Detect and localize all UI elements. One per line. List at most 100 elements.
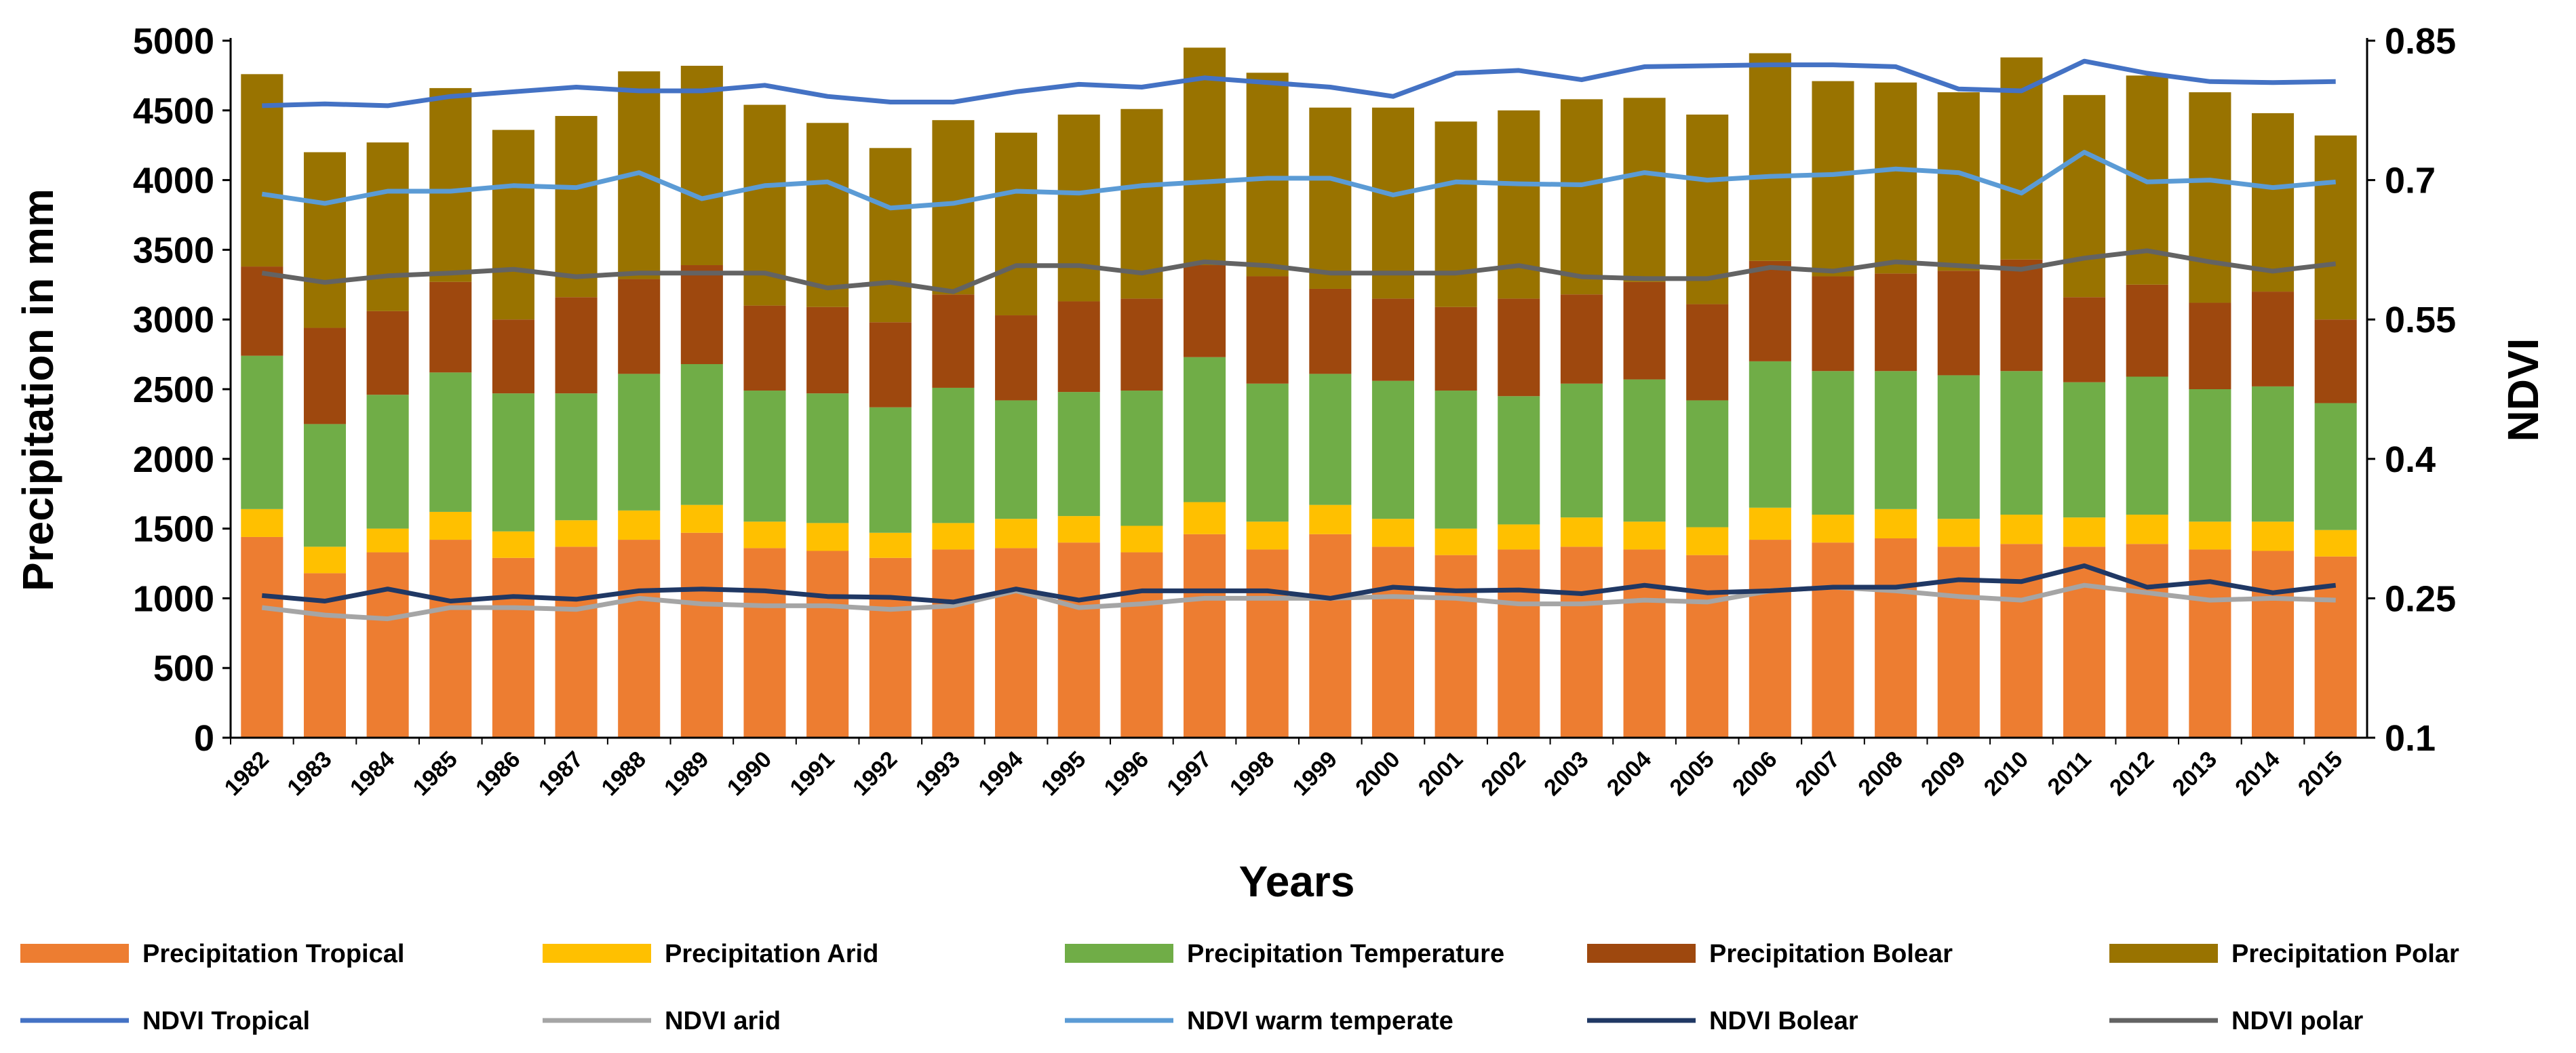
- bar-precipitation-temperature-1989: [680, 363, 723, 505]
- bar-precipitation-tropical-2009: [1937, 547, 1980, 738]
- bar-precipitation-bolear-2000: [1371, 298, 1415, 381]
- bar-precipitation-arid-1985: [429, 511, 472, 540]
- bar-precipitation-tropical-1998: [1246, 549, 1289, 738]
- y2-tick-label: 0.4: [2385, 439, 2436, 480]
- bar-precipitation-polar-1995: [1057, 114, 1100, 302]
- bar-precipitation-bolear-2004: [1623, 281, 1666, 380]
- bar-precipitation-polar-2011: [2063, 95, 2106, 298]
- x-tick-label: 1995: [1036, 747, 1091, 801]
- y-tick-label: 500: [153, 648, 214, 689]
- y2-tick-label: 0.55: [2385, 300, 2456, 340]
- bar-precipitation-polar-2008: [1875, 82, 1917, 274]
- bar-precipitation-arid-1986: [492, 531, 534, 558]
- bar-precipitation-bolear-1984: [366, 311, 409, 395]
- x-tick-label: 2009: [1916, 747, 1970, 801]
- bar-precipitation-bolear-2010: [2000, 259, 2043, 372]
- bar-precipitation-polar-1984: [366, 142, 409, 311]
- bar-precipitation-polar-2006: [1749, 53, 1791, 261]
- bar-precipitation-arid-2008: [1875, 509, 1917, 538]
- x-tick-label: 1989: [659, 747, 714, 801]
- bar-precipitation-bolear-1986: [492, 319, 534, 394]
- x-tick-label: 2003: [1539, 747, 1593, 801]
- x-tick-label: 1992: [848, 747, 902, 801]
- bar-precipitation-tropical-2010: [2000, 544, 2043, 738]
- bar-precipitation-tropical-2007: [1812, 542, 1854, 738]
- x-tick-label: 1999: [1288, 747, 1342, 801]
- bar-precipitation-temperature-2005: [1686, 400, 1729, 528]
- legend-label-ndvi-polar: NDVI polar: [2231, 1007, 2363, 1035]
- legend-swatch-precipitation-temperature: [1065, 944, 1173, 963]
- bar-precipitation-arid-2012: [2126, 515, 2168, 544]
- axes-layer: [229, 38, 2368, 739]
- bar-precipitation-tropical-2002: [1498, 549, 1540, 738]
- legend-label-precipitation-temperature: Precipitation Temperature: [1187, 940, 1504, 968]
- y-tick-label: 1500: [133, 509, 214, 550]
- bar-precipitation-polar-2000: [1371, 107, 1415, 299]
- legend-swatch-precipitation-tropical: [20, 944, 129, 963]
- bar-precipitation-bolear-2013: [2189, 302, 2231, 389]
- legend-swatch-precipitation-bolear: [1587, 944, 1696, 963]
- bar-precipitation-bolear-2012: [2126, 284, 2168, 377]
- legend-label-ndvi-warm-temperate: NDVI warm temperate: [1187, 1007, 1453, 1035]
- bar-precipitation-polar-2003: [1560, 99, 1603, 295]
- bar-precipitation-bolear-1994: [995, 315, 1038, 401]
- bar-precipitation-temperature-1986: [492, 393, 534, 532]
- bar-precipitation-arid-2003: [1560, 517, 1603, 547]
- legend-swatch-precipitation-arid: [543, 944, 651, 963]
- legend-label-ndvi-arid: NDVI arid: [665, 1007, 781, 1035]
- bar-precipitation-temperature-1994: [995, 400, 1038, 519]
- y-tick-label: 4000: [133, 161, 214, 201]
- bar-precipitation-tropical-1990: [743, 548, 786, 738]
- bars-layer: [241, 47, 2357, 738]
- bar-precipitation-arid-2005: [1686, 527, 1729, 555]
- bar-precipitation-bolear-1999: [1309, 288, 1352, 374]
- bar-precipitation-tropical-1999: [1309, 534, 1352, 738]
- bar-precipitation-temperature-2008: [1875, 371, 1917, 509]
- bar-precipitation-temperature-1995: [1057, 392, 1100, 517]
- bar-precipitation-temperature-1992: [869, 407, 912, 533]
- bar-precipitation-polar-1987: [555, 116, 598, 298]
- bar-precipitation-arid-2013: [2189, 521, 2231, 550]
- bar-precipitation-bolear-2009: [1937, 271, 1980, 376]
- bar-precipitation-arid-2001: [1435, 528, 1477, 555]
- bar-precipitation-temperature-2007: [1812, 371, 1854, 515]
- x-tick-label: 1993: [911, 747, 965, 801]
- bar-precipitation-tropical-2005: [1686, 555, 1729, 738]
- bar-precipitation-tropical-1987: [555, 547, 598, 738]
- line-ndvi-warm-temperate: [261, 150, 2337, 211]
- bar-precipitation-arid-1991: [806, 523, 849, 551]
- lines-layer: [261, 58, 2337, 622]
- bar-precipitation-bolear-2008: [1875, 273, 1917, 372]
- y2-tick-label: 0.7: [2385, 161, 2436, 201]
- x-tick-label: 2002: [1477, 747, 1531, 801]
- x-tick-label: 2015: [2293, 747, 2347, 801]
- x-tick-label: 2005: [1665, 747, 1719, 801]
- bar-precipitation-arid-1984: [366, 528, 409, 553]
- bar-precipitation-temperature-2015: [2314, 403, 2357, 530]
- x-tick-label: 2004: [1602, 747, 1656, 801]
- bar-precipitation-bolear-2015: [2314, 319, 2357, 403]
- bar-precipitation-arid-1993: [932, 523, 975, 550]
- bar-precipitation-bolear-1996: [1120, 298, 1163, 391]
- bar-precipitation-bolear-2006: [1749, 260, 1791, 361]
- legend-label-ndvi-tropical: NDVI Tropical: [142, 1007, 310, 1035]
- bar-precipitation-polar-1992: [869, 148, 912, 323]
- ticks-layer: 0 500 1000 1500 2000 2500 3000 3500 4000 4500 5000…: [133, 21, 2456, 801]
- bar-precipitation-polar-2015: [2314, 135, 2357, 320]
- bar-precipitation-arid-2004: [1623, 521, 1666, 550]
- bar-precipitation-polar-1994: [995, 132, 1038, 316]
- bar-precipitation-bolear-1995: [1057, 301, 1100, 393]
- bar-precipitation-arid-2006: [1749, 507, 1791, 540]
- x-tick-label: 1987: [534, 747, 588, 801]
- bar-precipitation-arid-1996: [1120, 525, 1163, 553]
- bar-precipitation-arid-1997: [1183, 502, 1226, 534]
- bar-precipitation-arid-1999: [1309, 504, 1352, 534]
- bar-precipitation-bolear-1983: [303, 327, 347, 424]
- bar-precipitation-arid-1989: [680, 504, 723, 533]
- bar-precipitation-arid-1992: [869, 532, 912, 558]
- x-tick-label: 2011: [2043, 747, 2096, 800]
- y-tick-label: 0: [194, 718, 214, 759]
- bar-precipitation-tropical-2003: [1560, 547, 1603, 738]
- bar-precipitation-tropical-2013: [2189, 549, 2231, 738]
